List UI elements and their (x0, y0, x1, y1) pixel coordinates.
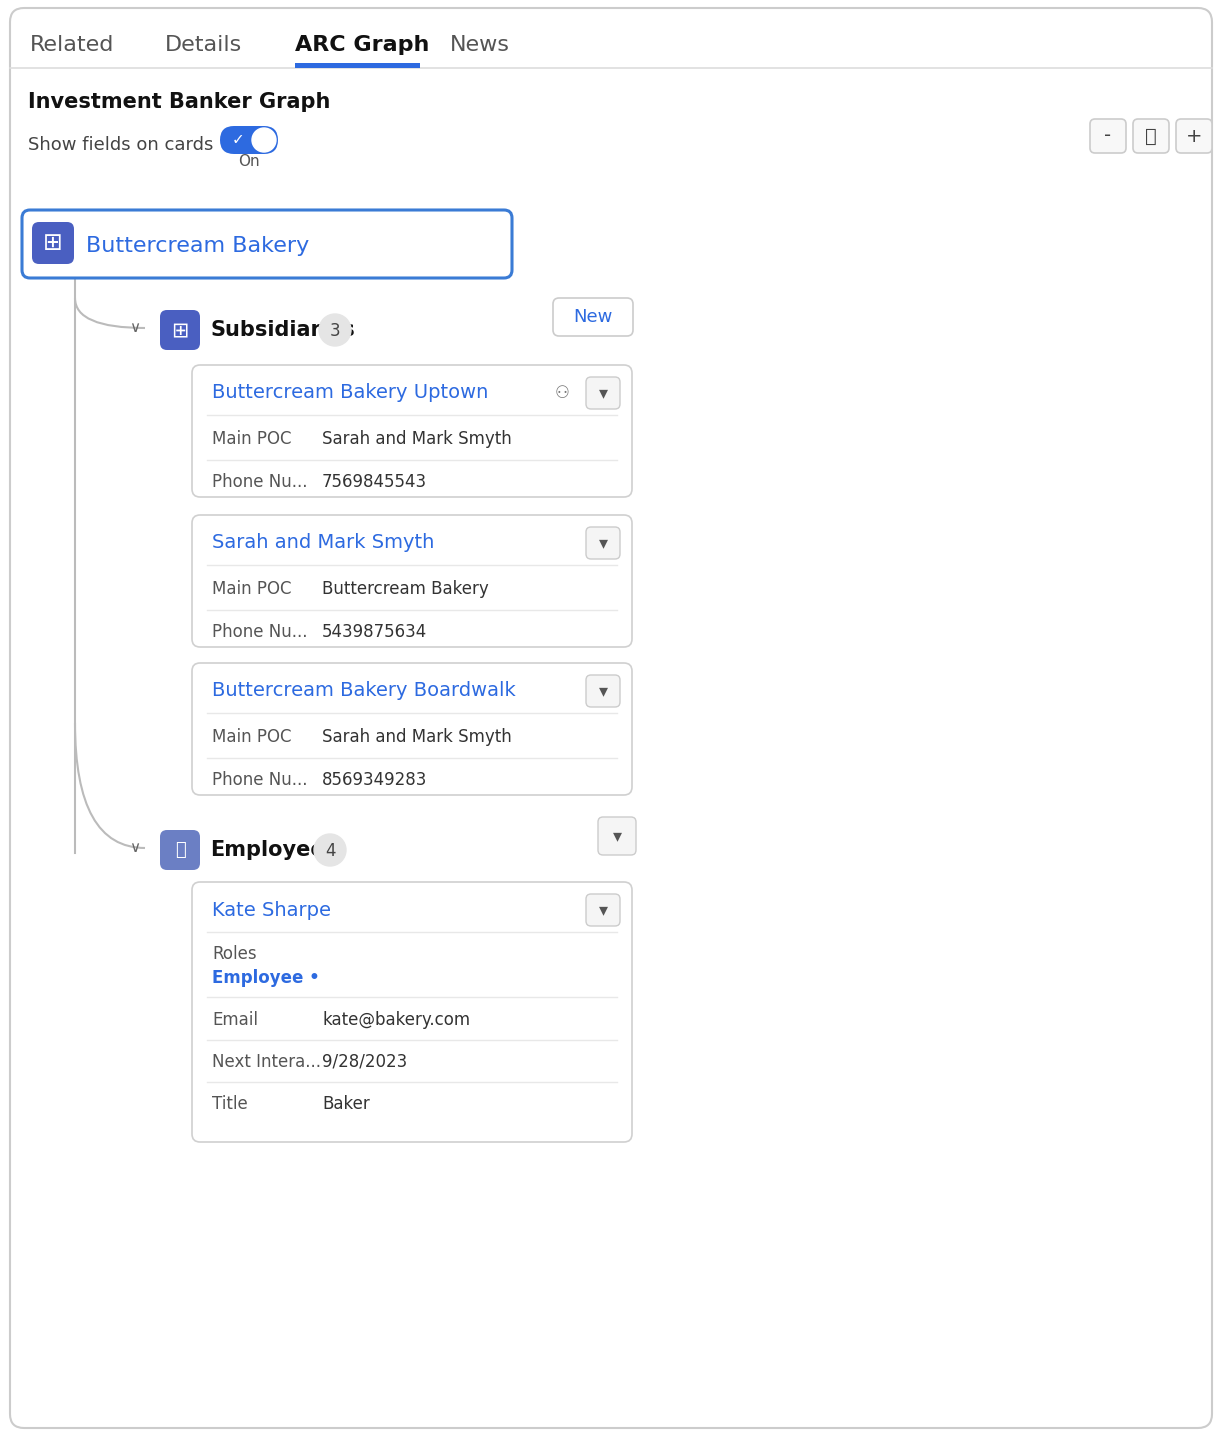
Text: 👥: 👥 (175, 841, 186, 858)
FancyBboxPatch shape (160, 311, 200, 349)
Text: Employee •: Employee • (211, 969, 320, 986)
Bar (295, 63, 420, 68)
Text: Buttercream Bakery: Buttercream Bakery (86, 236, 309, 256)
FancyBboxPatch shape (1176, 119, 1212, 152)
Text: Main POC: Main POC (211, 728, 292, 746)
Text: kate@bakery.com: kate@bakery.com (323, 1011, 470, 1030)
Text: ▾: ▾ (599, 682, 607, 700)
Text: ▾: ▾ (599, 533, 607, 552)
Circle shape (319, 313, 351, 347)
Text: Buttercream Bakery Boardwalk: Buttercream Bakery Boardwalk (211, 682, 516, 700)
Text: Kate Sharpe: Kate Sharpe (211, 900, 331, 919)
FancyBboxPatch shape (587, 526, 620, 559)
Text: Main POC: Main POC (211, 580, 292, 598)
Text: Roles: Roles (211, 945, 257, 963)
FancyBboxPatch shape (22, 210, 512, 278)
Text: ∨: ∨ (130, 840, 141, 856)
Text: Phone Nu...: Phone Nu... (211, 623, 308, 641)
Text: ⊞: ⊞ (171, 321, 188, 339)
FancyBboxPatch shape (1133, 119, 1169, 152)
Text: Subsidiaries: Subsidiaries (210, 321, 354, 339)
Text: New: New (573, 308, 612, 326)
Text: Sarah and Mark Smyth: Sarah and Mark Smyth (323, 728, 512, 746)
Text: 8569349283: 8569349283 (323, 771, 428, 789)
FancyBboxPatch shape (598, 817, 635, 856)
Text: Baker: Baker (323, 1094, 370, 1113)
Text: 9/28/2023: 9/28/2023 (323, 1053, 407, 1071)
Text: ▾: ▾ (599, 902, 607, 919)
FancyBboxPatch shape (587, 894, 620, 926)
FancyBboxPatch shape (160, 830, 200, 870)
Text: ▾: ▾ (599, 384, 607, 403)
Text: Email: Email (211, 1011, 258, 1030)
Text: Buttercream Bakery: Buttercream Bakery (323, 580, 489, 598)
Text: ▾: ▾ (612, 827, 622, 846)
Text: Phone Nu...: Phone Nu... (211, 473, 308, 490)
Text: 5439875634: 5439875634 (323, 623, 428, 641)
FancyBboxPatch shape (10, 9, 1212, 1428)
Text: Phone Nu...: Phone Nu... (211, 771, 308, 789)
Text: -: - (1105, 127, 1112, 145)
FancyBboxPatch shape (587, 674, 620, 707)
FancyBboxPatch shape (32, 221, 75, 265)
FancyBboxPatch shape (192, 365, 632, 498)
Text: ⤢: ⤢ (1145, 127, 1157, 145)
Text: +: + (1185, 127, 1202, 145)
Text: News: News (450, 35, 510, 55)
Text: ARC Graph: ARC Graph (295, 35, 429, 55)
FancyBboxPatch shape (192, 663, 632, 795)
Text: ⚇: ⚇ (555, 384, 569, 403)
Text: Sarah and Mark Smyth: Sarah and Mark Smyth (211, 533, 434, 552)
FancyBboxPatch shape (192, 515, 632, 647)
Text: Next Intera...: Next Intera... (211, 1053, 321, 1071)
Text: ⊞: ⊞ (43, 232, 62, 255)
Text: ✓: ✓ (232, 132, 244, 148)
Text: Investment Banker Graph: Investment Banker Graph (28, 92, 330, 112)
Text: Buttercream Bakery Uptown: Buttercream Bakery Uptown (211, 384, 489, 403)
Circle shape (252, 128, 276, 152)
Text: Related: Related (31, 35, 115, 55)
Text: Details: Details (165, 35, 242, 55)
Text: Show fields on cards: Show fields on cards (28, 137, 214, 154)
Text: Sarah and Mark Smyth: Sarah and Mark Smyth (323, 430, 512, 449)
Text: On: On (238, 154, 260, 170)
Text: 4: 4 (325, 841, 335, 860)
Text: ∨: ∨ (130, 321, 141, 335)
Text: 7569845543: 7569845543 (323, 473, 428, 490)
FancyBboxPatch shape (554, 298, 633, 336)
FancyBboxPatch shape (192, 881, 632, 1142)
Circle shape (314, 834, 346, 866)
FancyBboxPatch shape (587, 377, 620, 408)
Text: 3: 3 (330, 322, 340, 339)
Text: Main POC: Main POC (211, 430, 292, 449)
Text: Title: Title (211, 1094, 248, 1113)
FancyBboxPatch shape (220, 127, 277, 154)
FancyBboxPatch shape (1090, 119, 1125, 152)
Text: Employees: Employees (210, 840, 337, 860)
